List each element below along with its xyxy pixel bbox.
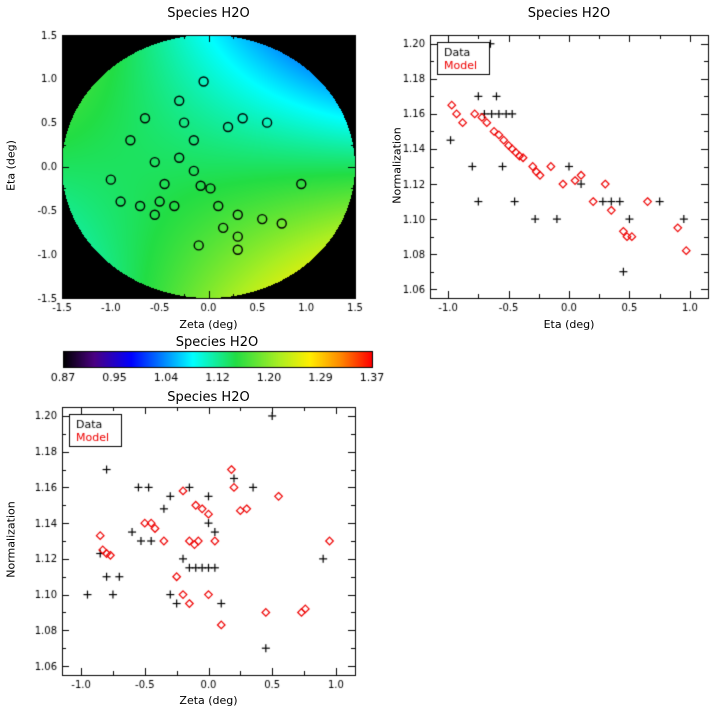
zeta-scatter-canvas (0, 382, 390, 720)
map-yaxis-label: Eta (deg) (4, 140, 18, 191)
colorbar-title: Species H2O (175, 335, 259, 350)
eta-scatter-canvas (390, 0, 720, 335)
zeta-scatter-yaxis-label: Normalization (4, 501, 18, 578)
map-xaxis-label: Zeta (deg) (179, 318, 238, 331)
zeta-scatter-xaxis-label: Zeta (deg) (179, 694, 238, 707)
map-panel: Species H2O Zeta (deg) Eta (deg) (0, 0, 390, 335)
eta-scatter-yaxis-label: Normalization (390, 127, 404, 204)
eta-scatter-xaxis-label: Eta (deg) (543, 318, 595, 331)
colorbar-canvas (0, 335, 390, 385)
colorbar-panel: Species H2O (0, 335, 390, 385)
map-title: Species H2O (167, 6, 250, 21)
zeta-scatter-panel: Species H2O Zeta (deg) Normalization (0, 382, 390, 720)
eta-scatter-title: Species H2O (527, 6, 611, 21)
zeta-scatter-title: Species H2O (167, 390, 250, 405)
map-plot-canvas (0, 0, 390, 335)
eta-scatter-panel: Species H2O Eta (deg) Normalization (390, 0, 720, 335)
